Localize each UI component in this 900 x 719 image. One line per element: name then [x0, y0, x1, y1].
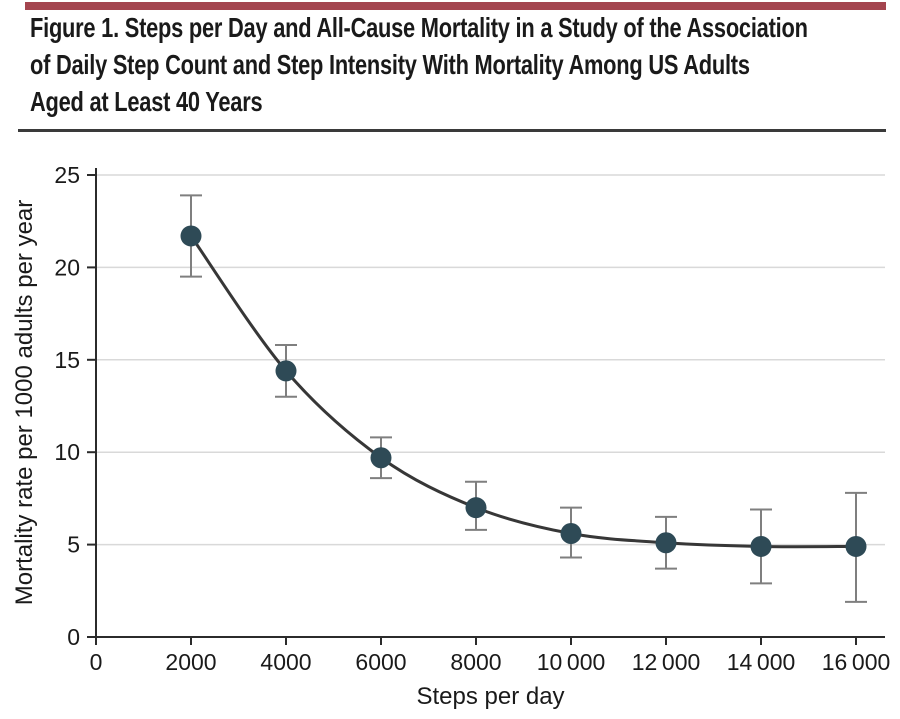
y-axis-label: Mortality rate per 1000 adults per year: [11, 200, 38, 606]
y-tick-label: 0: [67, 624, 80, 650]
mortality-steps-chart: 25 20 15 10 5 00 2000 4000 6000 8000 10 000 12 000 1…: [11, 162, 890, 710]
x-tick-label: 12 000: [632, 649, 701, 675]
figure-title-line-1: Figure 1. Steps per Day and All-Cause Mo…: [30, 12, 808, 43]
y-tick-label: 10: [54, 439, 80, 465]
y-gridlines: [96, 174, 885, 546]
y-tick-label: 5: [67, 532, 80, 558]
x-tick-label: 8000: [450, 649, 501, 675]
figure-title: Figure 1. Steps per Day and All-Cause Mo…: [30, 9, 900, 120]
x-tick-label: 6000: [355, 649, 406, 675]
x-tick-label: 16 000: [822, 649, 891, 675]
x-tick-label: 0: [90, 649, 103, 675]
y-tick-label: 20: [54, 254, 80, 280]
tick-labels: 25 20 15 10 5 00 2000 4000 6000 8000 10 000 12 000 1…: [54, 162, 890, 675]
x-tick-label: 2000: [165, 649, 216, 675]
y-tick-label: 15: [54, 347, 80, 373]
figure-title-line-2: of Daily Step Count and Step Intensity W…: [30, 49, 750, 80]
chart-area: 25 20 15 10 5 0 0 2000 4000 6000 8000 10 000 12 000 1…: [0, 140, 900, 719]
data-point: [370, 447, 392, 469]
data-point: [465, 497, 487, 519]
accent-bar: [25, 2, 886, 10]
data-point: [560, 523, 582, 545]
mortality-trend-line: [189, 235, 857, 549]
x-tick-label: 14 000: [727, 649, 796, 675]
x-tick-label: 4000: [260, 649, 311, 675]
title-separator: [18, 129, 886, 132]
axes: [87, 168, 885, 645]
y-tick-label: 25: [54, 162, 80, 188]
data-points: [180, 225, 867, 557]
data-point: [655, 532, 677, 554]
x-axis-label: Steps per day: [416, 683, 564, 710]
data-point: [750, 535, 772, 557]
data-point: [275, 360, 297, 382]
x-tick-label: 10 000: [537, 649, 606, 675]
axis-titles: Steps per day Mortality rate per 1000 adu…: [11, 200, 565, 710]
figure-title-line-3: Aged at Least 40 Years: [30, 86, 263, 117]
data-point: [845, 535, 867, 557]
trend-line: [189, 235, 857, 549]
data-point: [180, 225, 202, 247]
